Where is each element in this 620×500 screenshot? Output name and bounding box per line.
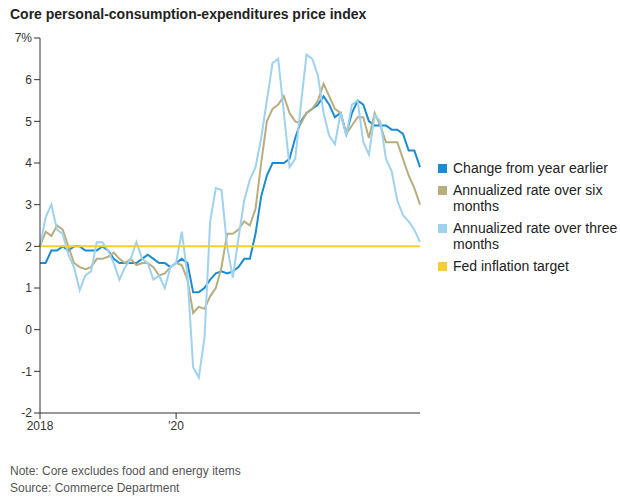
- svg-text:2: 2: [25, 240, 32, 254]
- html-text:Annualized rate over three mon: Annualized rate over three months: [453, 220, 618, 252]
- svg-text:-2: -2: [21, 406, 32, 420]
- html-text:Fed inflation target: Fed inflation target: [453, 258, 569, 274]
- svg-text:6: 6: [25, 73, 32, 87]
- html-text:Source: Commerce Department: Source: Commerce Department: [10, 481, 180, 495]
- svg-text:4: 4: [25, 156, 32, 170]
- html-text:Annualized rate over six month: Annualized rate over six months: [453, 182, 603, 214]
- html-text:Note: Core excludes food and e: Note: Core excludes food and energy item…: [10, 464, 241, 478]
- html-text:Change from year earlier: Change from year earlier: [453, 160, 608, 176]
- html-text:Core personal-consumption-expe: Core personal-consumption-expenditures p…: [10, 6, 367, 22]
- svg-text:5: 5: [25, 115, 32, 129]
- svg-text:2018: 2018: [27, 419, 54, 433]
- svg-text:'20: '20: [168, 419, 184, 433]
- svg-text:-1: -1: [21, 365, 32, 379]
- svg-text:3: 3: [25, 198, 32, 212]
- svg-text:0: 0: [25, 323, 32, 337]
- svg-text:7%: 7%: [15, 31, 33, 45]
- svg-text:1: 1: [25, 281, 32, 295]
